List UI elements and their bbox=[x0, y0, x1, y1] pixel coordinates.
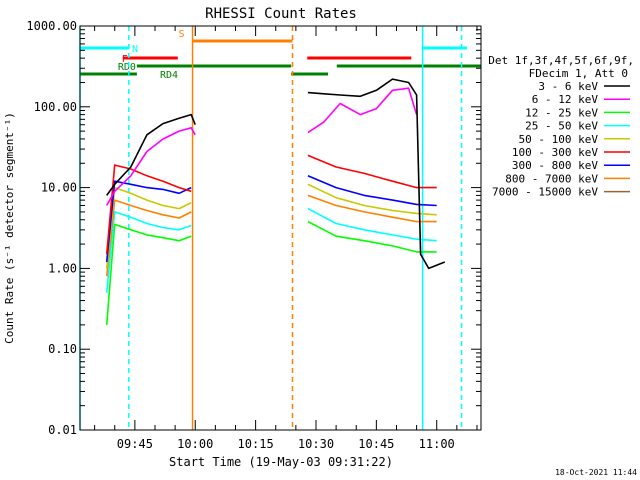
x-tick-label: 10:45 bbox=[358, 437, 394, 451]
status-label-n: N bbox=[132, 44, 138, 55]
y-tick-label: 10.00 bbox=[41, 181, 77, 195]
legend: Det 1f,3f,4f,5f,6f,9f,FDecim 1, Att 03 -… bbox=[488, 54, 634, 199]
x-tick-label: 10:30 bbox=[298, 437, 334, 451]
y-axis-label: Count Rate (s⁻¹ detector segment⁻¹) bbox=[3, 112, 16, 344]
legend-label: 3 - 6 keV bbox=[538, 80, 598, 93]
x-tick-label: 11:00 bbox=[419, 437, 455, 451]
series-line-100-300-kev bbox=[105, 154, 437, 255]
x-tick-label: 09:45 bbox=[117, 437, 153, 451]
legend-label: 7000 - 15000 keV bbox=[492, 186, 598, 199]
legend-label: 50 - 100 keV bbox=[519, 133, 599, 146]
footer-date: 18-Oct-2021 11:44 bbox=[555, 468, 637, 477]
status-label-s: S bbox=[179, 29, 185, 40]
series-line-12-25-kev bbox=[105, 220, 437, 325]
series-line-300-800-kev bbox=[105, 175, 437, 263]
y-tick-label: 100.00 bbox=[34, 100, 77, 114]
chart-title: RHESSI Count Rates bbox=[205, 6, 357, 22]
x-axis-label: Start Time (19-May-03 09:31:22) bbox=[169, 455, 393, 469]
legend-header-line-1: Det 1f,3f,4f,5f,6f,9f, bbox=[488, 54, 634, 67]
x-tick-label: 10:15 bbox=[238, 437, 274, 451]
legend-label: 100 - 300 keV bbox=[512, 146, 598, 159]
legend-label: 800 - 7000 keV bbox=[505, 172, 598, 185]
data-series-group bbox=[105, 78, 446, 325]
y-tick-label: 1.00 bbox=[48, 261, 77, 275]
axis-ticks: 0.01 0.10 1.00 10.00 100.00 1000.00 09:45 10:00… bbox=[26, 19, 481, 451]
legend-header-line-2: FDecim 1, Att 0 bbox=[529, 67, 628, 80]
x-tick-label: 10:00 bbox=[177, 437, 213, 451]
legend-label: 300 - 800 keV bbox=[512, 159, 598, 172]
y-tick-label: 0.10 bbox=[48, 342, 77, 356]
y-tick-label: 0.01 bbox=[48, 423, 77, 437]
status-label-f: F bbox=[122, 54, 128, 65]
legend-label: 25 - 50 keV bbox=[525, 120, 598, 133]
legend-label: 6 - 12 keV bbox=[532, 93, 599, 106]
status-label-rd0: RD0 bbox=[118, 62, 136, 73]
y-tick-label: 1000.00 bbox=[26, 19, 77, 33]
status-label-rd4: RD4 bbox=[160, 70, 178, 81]
series-line-25-50-kev bbox=[105, 207, 437, 293]
legend-label: 12 - 25 keV bbox=[525, 106, 598, 119]
series-line-3-6-kev bbox=[106, 78, 446, 270]
plot-frame bbox=[79, 25, 482, 431]
event-marker-lines bbox=[79, 26, 463, 430]
series-line-6-12-kev bbox=[106, 87, 418, 206]
